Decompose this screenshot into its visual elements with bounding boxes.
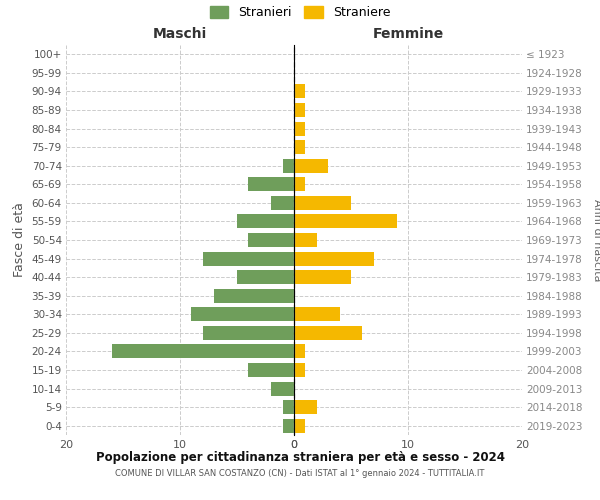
Bar	[214, 289, 294, 302]
Bar	[191, 308, 294, 322]
Bar	[203, 326, 294, 340]
Legend: Stranieri, Straniere: Stranieri, Straniere	[205, 1, 395, 24]
Bar	[294, 159, 328, 172]
Bar	[248, 178, 294, 191]
Bar	[271, 196, 294, 210]
Bar	[294, 103, 305, 117]
Bar	[283, 159, 294, 172]
Bar	[294, 308, 340, 322]
Bar	[294, 233, 317, 247]
Title: Maschi: Maschi	[153, 27, 207, 41]
Bar	[283, 419, 294, 432]
Bar	[271, 382, 294, 396]
Bar	[294, 270, 351, 284]
Bar	[294, 122, 305, 136]
Bar	[294, 178, 305, 191]
Bar	[294, 252, 374, 266]
Bar	[112, 344, 294, 358]
Bar	[294, 344, 305, 358]
Y-axis label: Fasce di età: Fasce di età	[13, 202, 26, 278]
Text: Popolazione per cittadinanza straniera per età e sesso - 2024: Popolazione per cittadinanza straniera p…	[95, 451, 505, 464]
Bar	[294, 363, 305, 377]
Bar	[294, 84, 305, 98]
Bar	[248, 363, 294, 377]
Bar	[237, 214, 294, 228]
Bar	[294, 140, 305, 154]
Bar	[283, 400, 294, 414]
Bar	[248, 233, 294, 247]
Bar	[294, 326, 362, 340]
Bar	[203, 252, 294, 266]
Bar	[294, 419, 305, 432]
Y-axis label: Anni di nascita: Anni di nascita	[592, 198, 600, 281]
Bar	[294, 196, 351, 210]
Bar	[294, 214, 397, 228]
Bar	[237, 270, 294, 284]
Title: Femmine: Femmine	[373, 27, 443, 41]
Text: COMUNE DI VILLAR SAN COSTANZO (CN) - Dati ISTAT al 1° gennaio 2024 - TUTTITALIA.: COMUNE DI VILLAR SAN COSTANZO (CN) - Dat…	[115, 470, 485, 478]
Bar	[294, 400, 317, 414]
